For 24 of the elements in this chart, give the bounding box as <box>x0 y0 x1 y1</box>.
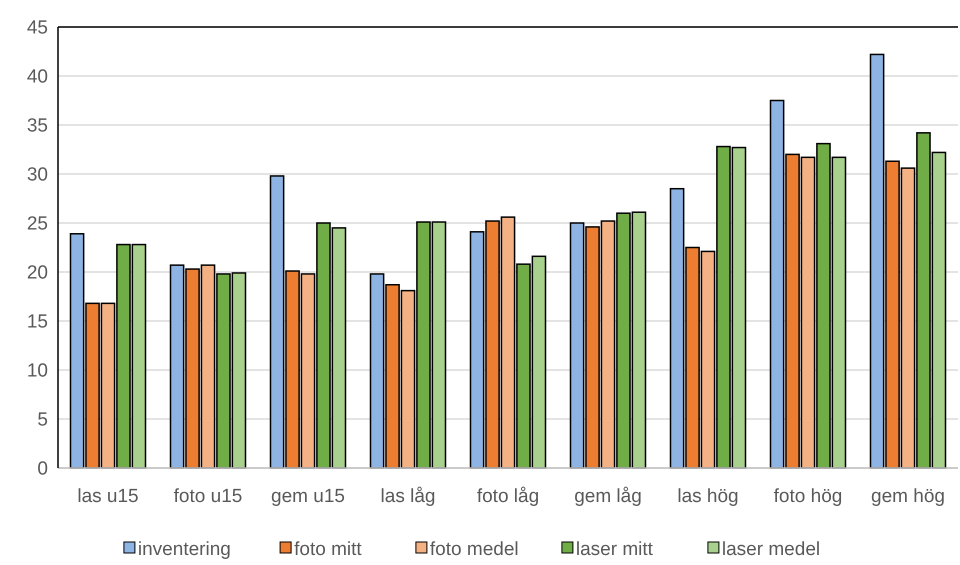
x-tick-label: foto hög <box>774 486 842 507</box>
y-tick-label: 5 <box>37 410 48 431</box>
x-tick-label: gem u15 <box>271 486 345 507</box>
y-tick-label: 40 <box>26 66 48 88</box>
y-tick-label: 45 <box>26 18 48 39</box>
legend-label: foto mitt <box>294 538 362 560</box>
legend-label: inventering <box>138 538 231 560</box>
y-tick-label: 20 <box>26 262 48 284</box>
y-tick-label: 15 <box>26 312 48 333</box>
y-tick-label: 35 <box>26 116 48 137</box>
x-tick-label: foto u15 <box>174 486 242 507</box>
x-tick-label: gem hög <box>871 486 945 507</box>
y-tick-label: 0 <box>37 458 48 480</box>
legend-label: laser mitt <box>576 538 654 560</box>
x-tick-label: las hög <box>677 486 739 507</box>
x-tick-label: foto låg <box>476 486 540 507</box>
x-tick-label: gem låg <box>574 486 642 507</box>
x-tick-label: las u15 <box>77 486 139 507</box>
y-tick-label: 30 <box>26 164 48 186</box>
legend-label: laser medel <box>722 538 820 560</box>
y-tick-label: 10 <box>26 360 48 382</box>
legend-label: foto medel <box>430 538 519 560</box>
x-tick-label: las låg <box>380 486 436 507</box>
y-tick-label: 25 <box>26 214 48 235</box>
